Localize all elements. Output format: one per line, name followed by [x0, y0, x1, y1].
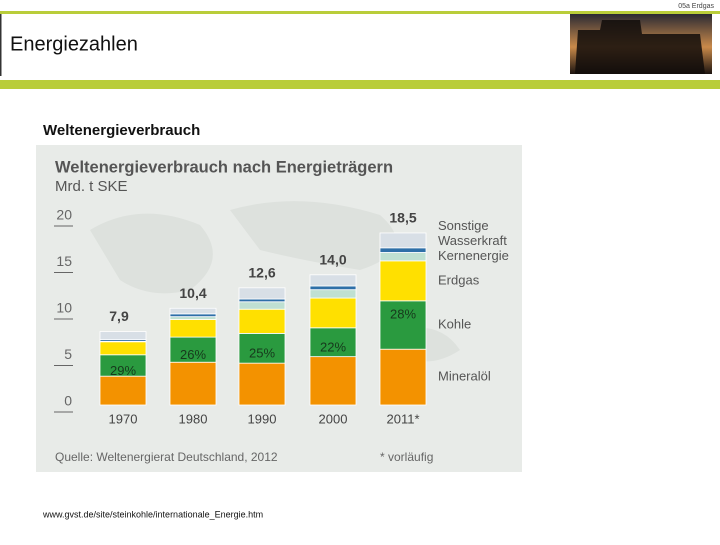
subtitle: Weltenergieverbrauch: [43, 122, 200, 139]
total-label: 14,0: [319, 252, 346, 268]
share-label: 28%: [390, 306, 416, 321]
bar-segment: [170, 308, 216, 314]
y-tick-label: 0: [64, 393, 72, 409]
y-tick-label: 5: [64, 346, 72, 362]
legend-label: Erdgas: [438, 272, 480, 287]
share-label: 25%: [249, 346, 275, 361]
left-rule: [0, 14, 2, 76]
footnote: * vorläufig: [380, 450, 433, 464]
x-tick-label: 1970: [109, 411, 138, 426]
total-label: 18,5: [389, 210, 416, 226]
bar-segment: [100, 342, 146, 355]
share-label: 22%: [320, 340, 346, 355]
bar-segment: [310, 357, 356, 405]
x-tick-label: 2000: [319, 411, 348, 426]
header-band: [0, 80, 720, 89]
bar-segment: [239, 299, 285, 302]
slide-title: Energiezahlen: [10, 33, 138, 55]
bar-segment: [239, 309, 285, 333]
bar-segment: [170, 317, 216, 320]
total-label: 10,4: [179, 285, 206, 301]
bar-segment: [239, 288, 285, 299]
share-label: 26%: [180, 347, 206, 362]
bar-segment: [170, 319, 216, 337]
share-label: 29%: [110, 363, 136, 378]
footer-url: www.gvst.de/site/steinkohle/internationa…: [42, 509, 263, 519]
bar-segment: [310, 298, 356, 328]
bar-segment: [380, 233, 426, 248]
total-label: 12,6: [248, 265, 275, 281]
section-label: 05a Erdgas: [678, 3, 714, 10]
total-label: 7,9: [109, 308, 129, 324]
bar-segment: [380, 261, 426, 301]
legend-label: Wasserkraft: [438, 233, 507, 248]
source: Quelle: Weltenergierat Deutschland, 2012: [55, 450, 278, 464]
legend-label: Mineralöl: [438, 369, 491, 384]
bar-segment: [100, 376, 146, 405]
legend-label: Kernenergie: [438, 248, 509, 263]
bar-segment: [170, 314, 216, 317]
y-tick-label: 20: [56, 207, 72, 223]
y-tick-label: 10: [56, 300, 72, 316]
legend-label: Kohle: [438, 316, 471, 331]
bar-segment: [380, 252, 426, 260]
x-tick-label: 1980: [179, 411, 208, 426]
bar-segment: [380, 248, 426, 253]
x-tick-label: 1990: [248, 411, 277, 426]
top-rule: [0, 11, 720, 14]
bar-segment: [310, 286, 356, 290]
bar-segment: [239, 302, 285, 309]
bar-segment: [310, 290, 356, 298]
x-tick-label: 2011*: [386, 411, 419, 426]
legend-label: Sonstige: [438, 218, 489, 233]
chart-title: Weltenergieverbrauch nach Energieträgern: [55, 158, 393, 176]
y-axis-label: Mrd. t SKE: [55, 178, 128, 195]
bar-segment: [100, 332, 146, 340]
bar-segment: [310, 275, 356, 286]
bar-segment: [380, 349, 426, 405]
bar-segment: [170, 362, 216, 405]
bar-segment: [239, 363, 285, 405]
y-tick-label: 15: [56, 253, 72, 269]
